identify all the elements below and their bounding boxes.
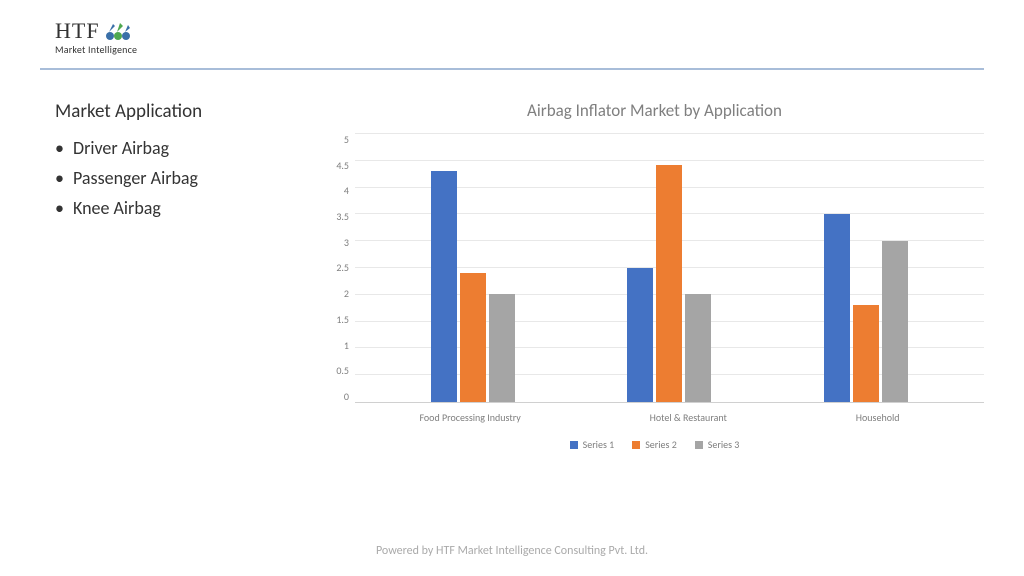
bar — [431, 171, 457, 402]
y-tick-label: 3 — [325, 236, 349, 249]
legend-item: Series 1 — [570, 438, 615, 451]
bar — [882, 241, 908, 402]
bar — [489, 294, 515, 402]
y-tick-label: 0 — [325, 390, 349, 403]
x-tick-label: Hotel & Restaurant — [650, 411, 727, 424]
bar-group — [824, 133, 908, 402]
bullet-list: Driver Airbag Passenger Airbag Knee Airb… — [55, 133, 295, 223]
x-tick-label: Food Processing Industry — [419, 411, 520, 424]
legend-swatch — [695, 441, 703, 449]
logo-main-text: HTF — [55, 18, 100, 44]
header: HTF Market Intelligence — [0, 0, 1024, 68]
y-tick-label: 2 — [325, 287, 349, 300]
bar — [853, 305, 879, 402]
x-tick-label: Household — [856, 411, 900, 424]
legend-swatch — [570, 441, 578, 449]
list-item: Passenger Airbag — [55, 163, 295, 193]
y-axis: 5 4.5 4 3.5 3 2.5 2 1.5 1 0.5 0 — [325, 133, 355, 403]
legend-label: Series 2 — [645, 438, 677, 451]
legend-item: Series 3 — [695, 438, 740, 451]
list-item: Driver Airbag — [55, 133, 295, 163]
plot — [355, 133, 984, 403]
x-axis-labels: Food Processing Industry Hotel & Restaura… — [325, 403, 984, 424]
y-tick-label: 3.5 — [325, 210, 349, 223]
footer-text: Powered by HTF Market Intelligence Consu… — [0, 544, 1024, 558]
bar — [627, 268, 653, 403]
logo-sub-text: Market Intelligence — [55, 43, 137, 56]
bar — [685, 294, 711, 402]
y-tick-label: 1.5 — [325, 313, 349, 326]
bar-group — [431, 133, 515, 402]
y-tick-label: 4 — [325, 184, 349, 197]
y-tick-label: 4.5 — [325, 159, 349, 172]
bar — [460, 273, 486, 402]
list-item: Knee Airbag — [55, 193, 295, 223]
left-panel: Market Application Driver Airbag Passeng… — [55, 100, 295, 451]
section-title: Market Application — [55, 100, 295, 123]
bar-group — [627, 133, 711, 402]
legend-label: Series 1 — [583, 438, 615, 451]
y-tick-label: 0.5 — [325, 364, 349, 377]
logo-icon — [103, 18, 133, 44]
y-tick-label: 5 — [325, 133, 349, 146]
bar — [824, 214, 850, 402]
legend-swatch — [632, 441, 640, 449]
y-tick-label: 1 — [325, 339, 349, 352]
chart-title: Airbag Inflator Market by Application — [325, 100, 984, 121]
bar — [656, 165, 682, 402]
logo: HTF Market Intelligence — [55, 18, 969, 56]
chart-plot-area: 5 4.5 4 3.5 3 2.5 2 1.5 1 0.5 0 — [325, 133, 984, 403]
content-area: Market Application Driver Airbag Passeng… — [0, 70, 1024, 451]
legend-label: Series 3 — [708, 438, 740, 451]
bars-area — [355, 133, 984, 402]
y-tick-label: 2.5 — [325, 261, 349, 274]
legend: Series 1 Series 2 Series 3 — [325, 438, 984, 451]
legend-item: Series 2 — [632, 438, 677, 451]
chart-panel: Airbag Inflator Market by Application 5 4… — [325, 100, 984, 451]
